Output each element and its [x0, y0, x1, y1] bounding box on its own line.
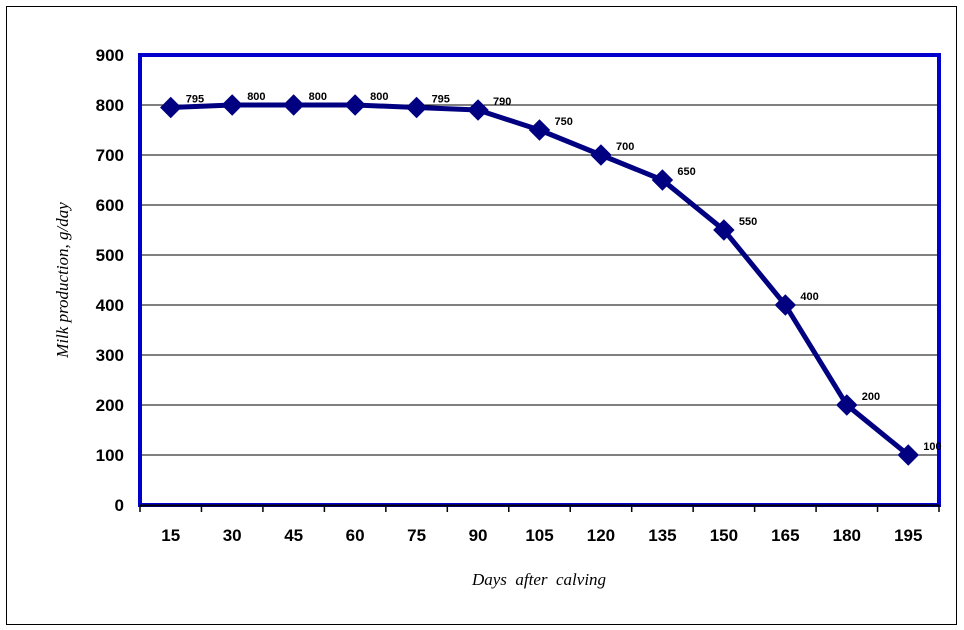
data-point [467, 99, 489, 121]
data-point [713, 219, 735, 241]
data-point [282, 94, 305, 116]
x-tick-label: 15 [161, 526, 180, 545]
y-tick-label: 800 [96, 96, 124, 115]
data-labels: 795 800 800 800 795 790 750 700 650 550 400 200 100 [186, 91, 942, 453]
y-tick-label: 500 [96, 246, 124, 265]
x-tick-label: 45 [284, 526, 303, 545]
data-label: 795 [186, 94, 204, 106]
data-label: 790 [493, 96, 511, 108]
y-tick-label: 300 [96, 346, 124, 365]
data-label: 800 [309, 91, 327, 103]
data-point [836, 394, 858, 416]
data-point [774, 294, 797, 316]
x-tick-label: 105 [525, 526, 553, 545]
y-tick-label: 200 [96, 396, 124, 415]
y-tick-label: 100 [96, 446, 124, 465]
data-point [897, 444, 919, 466]
x-tick-label: 150 [710, 526, 738, 545]
data-label: 795 [432, 94, 450, 106]
data-point [590, 144, 612, 166]
data-label: 700 [616, 141, 634, 153]
data-markers [160, 94, 919, 466]
gridlines [140, 104, 939, 456]
data-label: 650 [677, 166, 695, 178]
data-label: 100 [923, 441, 941, 453]
data-point [344, 94, 366, 116]
x-tick-label: 135 [648, 526, 676, 545]
x-axis-title: Days after calving [471, 570, 606, 589]
x-tick-label: 75 [407, 526, 426, 545]
data-point [221, 94, 243, 116]
data-point [160, 96, 182, 119]
data-point [405, 96, 428, 119]
x-tick-label: 195 [894, 526, 922, 545]
data-label: 400 [800, 291, 818, 303]
data-point [528, 119, 551, 141]
x-tick-label: 120 [587, 526, 615, 545]
data-label: 800 [370, 91, 388, 103]
x-tick-label: 30 [223, 526, 242, 545]
x-tick-label: 60 [346, 526, 365, 545]
data-label: 750 [555, 116, 573, 128]
x-tick-label: 180 [833, 526, 861, 545]
x-tick-label: 90 [469, 526, 488, 545]
series-line [170, 102, 910, 457]
data-label: 800 [247, 91, 265, 103]
data-label: 200 [862, 391, 880, 403]
x-axis [139, 504, 940, 512]
data-point [651, 169, 674, 191]
y-tick-label: 900 [96, 46, 124, 65]
y-axis-ticks: 0 100 200 300 400 500 600 700 800 900 [96, 46, 124, 515]
y-tick-label: 700 [96, 146, 124, 165]
x-axis-ticks: 15 30 45 60 75 90 105 120 135 150 165 180 195 [161, 526, 922, 545]
y-tick-label: 400 [96, 296, 124, 315]
y-tick-label: 0 [115, 496, 124, 515]
data-label: 550 [739, 216, 757, 228]
y-tick-label: 600 [96, 196, 124, 215]
y-axis-title: Milk production, g/day [53, 202, 72, 359]
x-tick-label: 165 [771, 526, 799, 545]
